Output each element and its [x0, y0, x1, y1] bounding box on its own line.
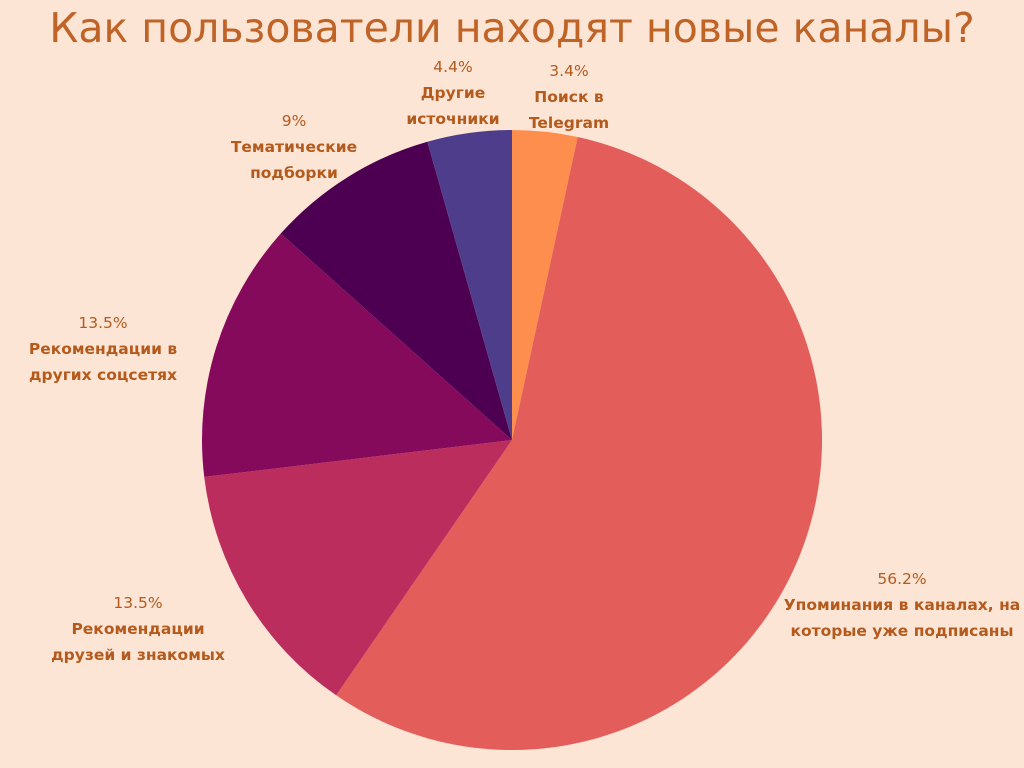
chart-title: Как пользователи находят новые каналы?: [49, 4, 975, 52]
slice-label-channel-mentions: 56.2% Упоминания в каналах, на которые у…: [780, 566, 1024, 644]
slice-value: 56.2%: [877, 570, 927, 588]
slice-value: 4.4%: [433, 58, 473, 76]
pie-slice-friends-recommendations: [204, 440, 512, 696]
slice-name: Поиск в Telegram: [528, 88, 610, 132]
slice-label-other-sources: 4.4% Другие источники: [398, 54, 508, 132]
slice-name: Другие источники: [406, 84, 500, 128]
slice-name: Тематические подборки: [230, 138, 358, 182]
slice-name: Рекомендации в других соцсетях: [28, 340, 178, 384]
pie-slice-social-recommendations: [202, 233, 512, 477]
slice-value: 13.5%: [78, 314, 128, 332]
slice-name: Упоминания в каналах, на которые уже под…: [783, 596, 1021, 640]
slice-value: 9%: [281, 112, 307, 130]
slice-name: Рекомендации друзей и знакомых: [51, 620, 225, 664]
slice-label-thematic-collections: 9% Тематические подборки: [224, 108, 364, 186]
slice-value: 3.4%: [549, 62, 589, 80]
slice-label-friends-recommendations: 13.5% Рекомендации друзей и знакомых: [48, 590, 228, 668]
pie-slice-thematic-collections: [280, 141, 512, 440]
pie-slice-search-telegram: [512, 130, 578, 440]
pie-slice-channel-mentions: [336, 137, 823, 751]
slice-label-social-recommendations: 13.5% Рекомендации в других соцсетях: [20, 310, 186, 388]
slice-value: 13.5%: [113, 594, 163, 612]
pie-slice-other-sources: [427, 130, 512, 440]
slice-label-search-telegram: 3.4% Поиск в Telegram: [514, 58, 624, 136]
